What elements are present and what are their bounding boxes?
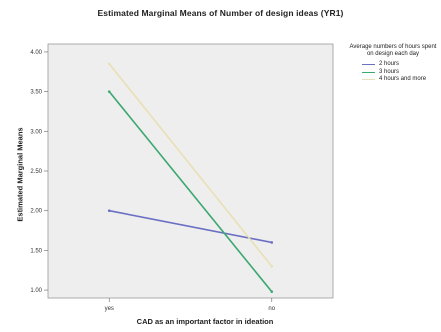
series-line-1 — [109, 209, 272, 244]
chart-title: Estimated Marginal Means of Number of de… — [97, 8, 344, 18]
legend-label: 2 hours — [379, 61, 400, 67]
y-tick-label: 4.00 — [30, 50, 42, 56]
legend-swatch — [362, 64, 375, 65]
data-point — [107, 209, 111, 212]
legend-item: 4 hours and more — [362, 76, 440, 83]
legend-label: 3 hours — [379, 68, 400, 75]
y-tick-label: 1.50 — [30, 248, 42, 254]
data-point — [107, 90, 111, 93]
y-tick-label: 1.00 — [30, 288, 42, 294]
legend-swatch — [362, 71, 375, 73]
series-line-3 — [108, 63, 273, 267]
legend-item: 3 hours — [362, 69, 440, 76]
legend-item: 2 hours — [362, 61, 440, 68]
legend-title: Average numbers of hours spent on design… — [349, 44, 437, 57]
y-tick-label: 2.50 — [30, 169, 42, 175]
data-point — [270, 264, 274, 268]
x-axis-label: CAD as an important factor in ideation — [136, 317, 274, 326]
y-axis-label: Estimated Marginal Means — [15, 127, 25, 222]
plot-area — [47, 43, 334, 299]
legend-swatch — [362, 79, 375, 80]
x-tick-label: no — [268, 306, 275, 312]
y-tick-label: 3.00 — [30, 129, 42, 135]
data-point — [270, 290, 274, 293]
series-line-2 — [108, 91, 273, 293]
data-point — [107, 62, 111, 66]
legend: Average numbers of hours spent on design… — [346, 44, 440, 84]
y-tick-label: 2.00 — [30, 209, 42, 215]
data-point — [270, 241, 274, 244]
x-tick-label: yes — [105, 306, 114, 312]
legend-label: 4 hours and more — [379, 76, 427, 82]
y-tick-label: 3.50 — [30, 90, 42, 96]
